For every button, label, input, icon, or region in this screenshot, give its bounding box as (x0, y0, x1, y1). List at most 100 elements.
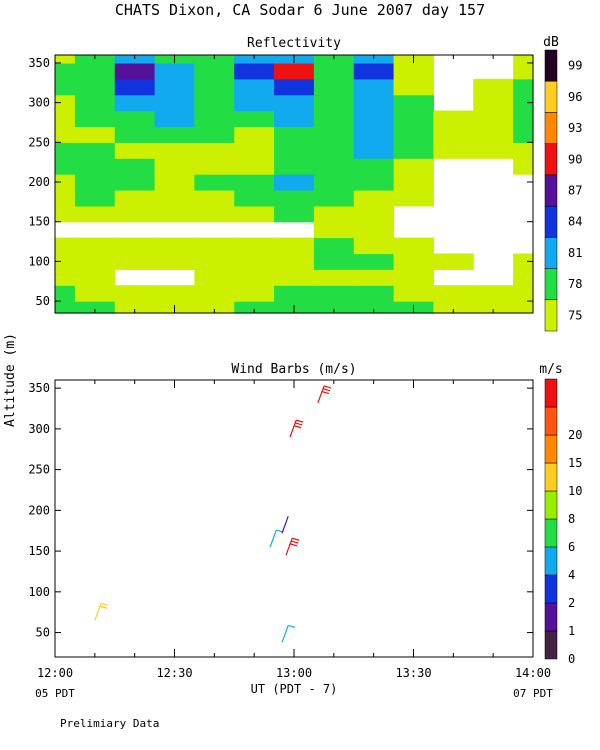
reflectivity-cell (393, 94, 435, 112)
reflectivity-cell (194, 253, 235, 270)
reflectivity-cell (114, 174, 156, 191)
reflectivity-cell (513, 78, 534, 96)
reflectivity-cell (194, 285, 235, 302)
colorbar-swatch (544, 299, 558, 332)
reflectivity-cell (55, 55, 76, 64)
y-tick-label: 300 (28, 96, 50, 110)
reflectivity-cell (433, 285, 474, 302)
reflectivity-cell (194, 237, 235, 255)
reflectivity-cell (274, 174, 315, 191)
reflectivity-cell (154, 78, 196, 96)
reflectivity-cell (74, 110, 116, 128)
x-sublabel-right: 07 PDT (513, 687, 553, 700)
colorbar-label: 96 (568, 90, 582, 104)
reflectivity-cell (114, 78, 156, 96)
reflectivity-cell (433, 126, 474, 143)
reflectivity-cell (513, 55, 534, 64)
reflectivity-cell (234, 78, 275, 96)
reflectivity-cell (114, 158, 156, 175)
reflectivity-cell (313, 301, 355, 314)
reflectivity-cell (274, 62, 315, 80)
colorbar-label: 75 (568, 308, 582, 322)
reflectivity-cell (353, 158, 395, 175)
reflectivity-cell (473, 126, 514, 143)
reflectivity-cell (114, 142, 156, 159)
reflectivity-cell (353, 94, 395, 112)
colorbar-swatch (544, 546, 558, 576)
reflectivity-cell (74, 142, 116, 159)
reflectivity-cell (234, 55, 275, 64)
reflectivity-cell (74, 62, 116, 80)
reflectivity-cell (274, 142, 315, 159)
x-tick-label: 14:00 (515, 666, 551, 680)
reflectivity-cell (274, 126, 315, 143)
reflectivity-cell (114, 94, 156, 112)
reflectivity-cell (55, 237, 76, 255)
reflectivity-cell (513, 62, 534, 80)
reflectivity-cell (74, 301, 116, 314)
reflectivity-cell (513, 142, 534, 159)
colorbar-label: 93 (568, 121, 582, 135)
reflectivity-cell (234, 94, 275, 112)
reflectivity-cell (234, 269, 275, 286)
reflectivity-cell (194, 110, 235, 128)
colorbar-swatch (544, 268, 558, 301)
y-tick-label: 100 (28, 254, 50, 268)
reflectivity-cell (353, 55, 395, 64)
preliminary-note: Prelimiary Data (60, 717, 159, 730)
wind-barbs-marks (94, 385, 332, 643)
colorbar-label: 10 (568, 484, 582, 498)
colorbar-label: 81 (568, 246, 582, 260)
reflectivity-cell (114, 237, 156, 255)
reflectivity-cell (473, 142, 514, 159)
reflectivity-cell (114, 62, 156, 80)
wind-barbs-axes: 50 100 150 200 250 300 350 12:00 12:30 13:00 13:30… (28, 380, 551, 680)
y-tick-label: 300 (28, 422, 50, 436)
wind-barbs-panel: Wind Barbs (m/s) 5010015020025030035012:… (3, 333, 582, 700)
reflectivity-cell (513, 253, 534, 270)
reflectivity-cell (313, 205, 355, 223)
reflectivity-cell (154, 285, 196, 302)
reflectivity-cell (234, 253, 275, 270)
reflectivity-cell (313, 62, 355, 80)
colorbar-label: 20 (568, 428, 582, 442)
reflectivity-cell (55, 189, 76, 207)
wind-barb (281, 624, 296, 643)
colorbar-swatch (544, 518, 558, 548)
reflectivity-cell (313, 174, 355, 191)
reflectivity-cell (234, 142, 275, 159)
wind-colorbar-unit: m/s (539, 362, 562, 377)
reflectivity-cell (114, 253, 156, 270)
figure-title: CHATS Dixon, CA Sodar 6 June 2007 day 15… (115, 1, 485, 19)
reflectivity-cell (154, 142, 196, 159)
reflectivity-cell (55, 285, 76, 302)
colorbar-swatch (544, 378, 558, 408)
colorbar-label: 78 (568, 277, 582, 291)
colorbar-swatch (544, 434, 558, 464)
reflectivity-cell (393, 189, 435, 207)
reflectivity-cell (313, 269, 355, 286)
colorbar-swatch (544, 406, 558, 436)
wind-colorbar: 0 1 2 4 6 8 10 15 20 (544, 378, 582, 666)
reflectivity-cell (55, 301, 76, 314)
reflectivity-cell (55, 174, 76, 191)
reflectivity-cell (513, 269, 534, 286)
reflectivity-cell (393, 158, 435, 175)
reflectivity-cell (154, 205, 196, 223)
y-tick-label: 50 (36, 626, 50, 640)
reflectivity-cell (234, 205, 275, 223)
colorbar-label: 1 (568, 624, 575, 638)
reflectivity-colorbar-unit: dB (543, 35, 559, 50)
reflectivity-cell (313, 158, 355, 175)
reflectivity-cell (194, 205, 235, 223)
reflectivity-cell (313, 78, 355, 96)
reflectivity-cell (194, 126, 235, 143)
colorbar-swatch (544, 490, 558, 520)
reflectivity-cell (154, 189, 196, 207)
reflectivity-cell (513, 110, 534, 128)
colorbar-label: 8 (568, 512, 575, 526)
reflectivity-cell (313, 126, 355, 143)
y-tick-label: 250 (28, 463, 50, 477)
y-tick-label: 100 (28, 585, 50, 599)
reflectivity-cell (393, 237, 435, 255)
